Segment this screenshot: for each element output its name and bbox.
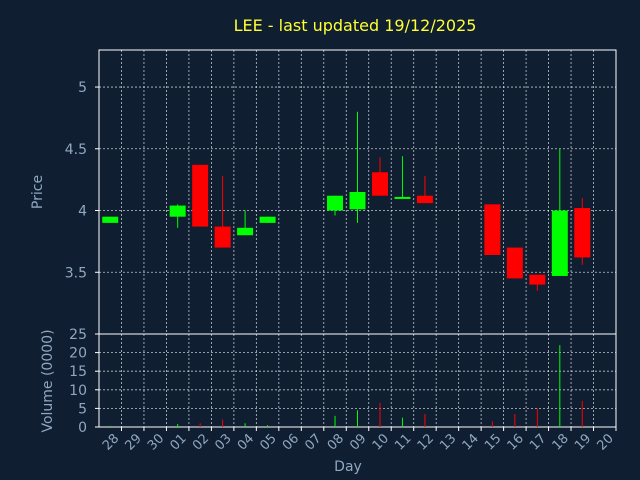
price-y-axis: 3.5 4 4.5 5 [65,80,99,281]
x-tick-label: 20 [595,431,617,453]
x-tick-label: 05 [257,431,279,453]
x-axis-label: Day [334,459,362,475]
volume-axis-label: Volume (0000) [40,329,56,432]
candle-body [169,205,186,217]
candle-body [192,164,209,227]
x-tick-label: 09 [347,431,369,453]
candle-body [237,227,254,236]
x-tick-label: 01 [167,431,189,453]
price-tick-label: 4 [78,204,87,220]
candle-body [484,204,501,255]
volume-y-axis: 0 5 10 15 20 25 [69,327,99,436]
x-tick-label: 17 [527,431,549,453]
x-tick-label: 08 [325,431,347,453]
volume-grid [99,334,616,427]
candle-body [259,216,276,223]
x-tick-label: 30 [145,431,167,453]
x-tick-label: 18 [550,431,572,453]
price-tick-label: 5 [78,80,87,96]
candle-body [506,247,523,279]
x-tick-label: 16 [505,431,527,453]
price-tick-label: 4.5 [65,142,87,158]
x-tick-label: 14 [460,431,482,453]
x-tick-label: 04 [235,431,257,453]
x-tick-label: 28 [100,431,122,453]
volume-tick-label: 15 [69,364,87,380]
candle-body [327,195,344,211]
candle-body [574,208,591,258]
x-tick-label: 02 [190,431,212,453]
x-tick-label: 11 [392,431,414,453]
x-tick-label: 29 [122,431,144,453]
chart-title: LEE - last updated 19/12/2025 [234,16,477,35]
candle-body [102,216,119,223]
candle-body [349,192,366,210]
candle-body [371,172,388,196]
candle-body [394,196,411,199]
volume-tick-label: 10 [69,383,87,399]
volume-tick-label: 20 [69,346,87,362]
candle-body [214,226,231,248]
x-tick-label: 06 [280,431,302,453]
volume-tick-label: 25 [69,327,87,343]
volume-tick-label: 0 [78,420,87,436]
candle-body [416,195,433,204]
candle-body [551,210,568,276]
volume-tick-label: 5 [78,401,87,417]
candle-body [529,274,546,285]
volume-bars [109,345,583,427]
x-tick-label: 10 [370,431,392,453]
candles [102,111,591,291]
x-tick-label: 13 [437,431,459,453]
x-axis: 28 29 30 01 02 03 04 05 06 07 08 09 10 11 12 13 14 15 16 17… [100,427,617,454]
price-tick-label: 3.5 [65,265,87,281]
x-tick-label: 07 [302,431,324,453]
x-tick-label: 03 [212,431,234,453]
price-grid [99,50,616,334]
x-tick-label: 12 [415,431,437,453]
price-axis-label: Price [30,175,46,209]
x-tick-label: 19 [572,431,594,453]
x-tick-label: 15 [482,431,504,453]
